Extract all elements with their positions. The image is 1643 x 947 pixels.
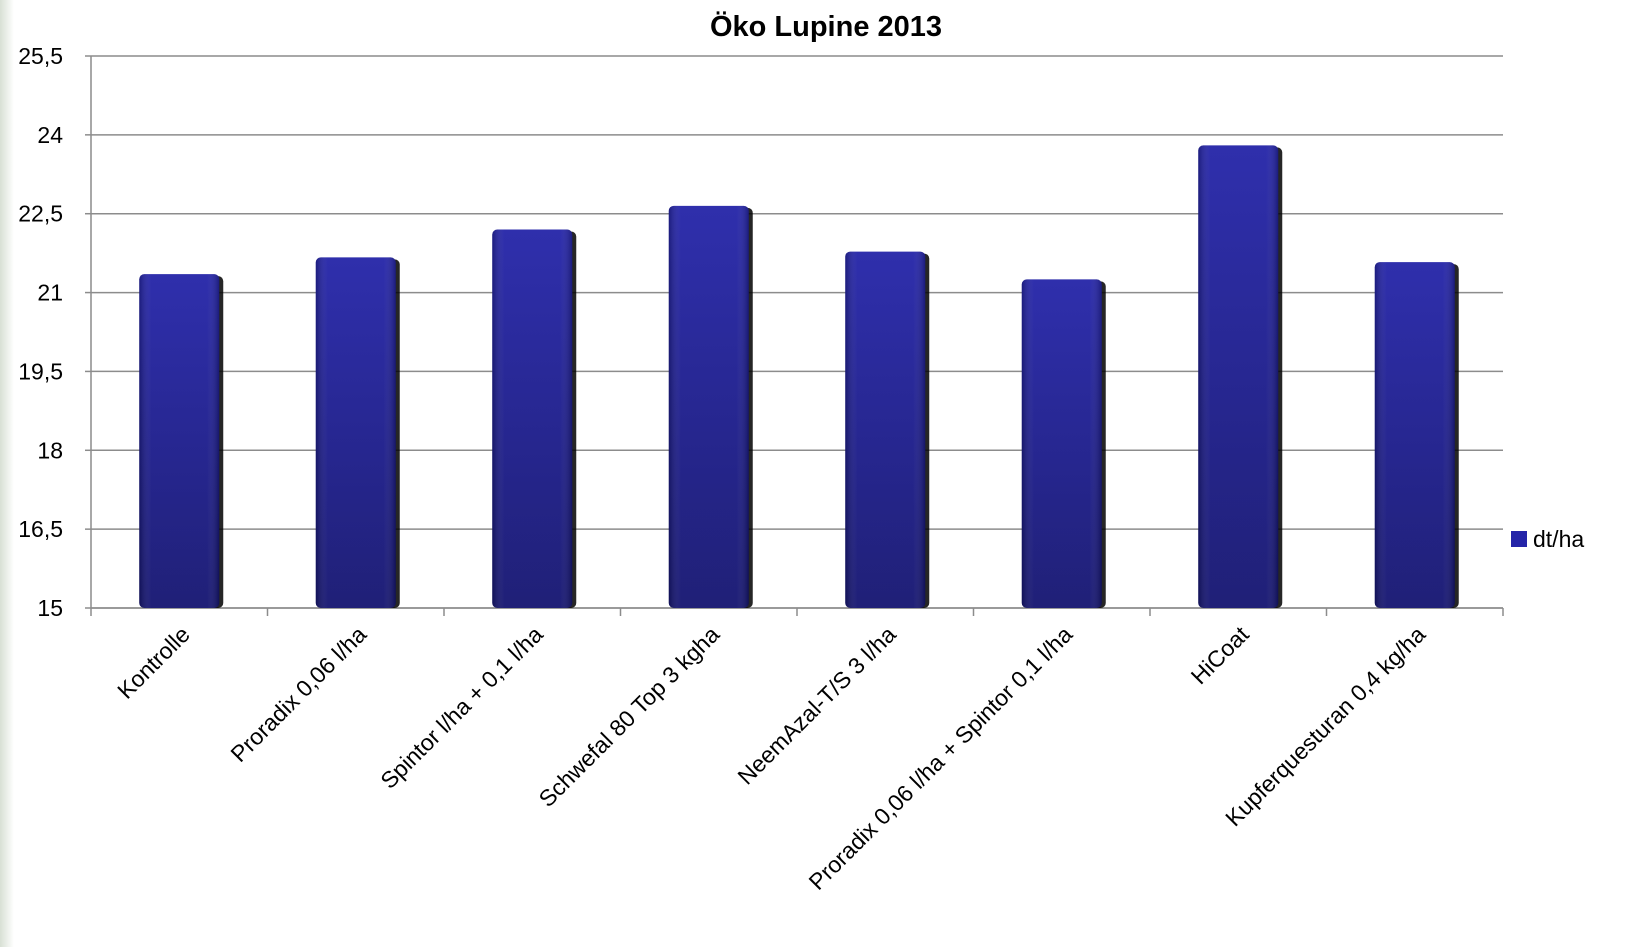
legend: dt/ha (1511, 526, 1584, 552)
bar-sheen (315, 257, 396, 608)
bar-sheen (1021, 279, 1102, 608)
bars (139, 145, 1459, 609)
x-category-label: Kupferquesturan 0,4 kg/ha (1220, 621, 1430, 831)
x-category-label: Kontrolle (112, 621, 195, 704)
category-labels: Kontrolle Proradix 0,06 l/ha Spintor l/ha … (112, 621, 1430, 895)
y-tick-label: 25,5 (18, 43, 63, 69)
y-tick-label: 24 (37, 122, 63, 148)
y-tick-label: 16,5 (18, 516, 63, 542)
bar-sheen (1374, 262, 1455, 608)
x-category-label: Spintor l/ha + 0,1 l/ha (375, 621, 548, 794)
y-tick-label: 15 (37, 595, 63, 621)
bar-sheen (492, 229, 573, 608)
legend-swatch (1511, 531, 1527, 547)
x-category-label: NeemAzal-T/S 3 l/ha (732, 621, 901, 790)
x-category-label: Schwefal 80 Top 3 kgha (533, 621, 724, 812)
x-category-label: Proradix 0,06 l/ha (225, 621, 371, 767)
gridlines (91, 55, 1503, 609)
legend-label: dt/ha (1533, 526, 1584, 552)
chart-title: Öko Lupine 2013 (710, 10, 942, 43)
bar-sheen (139, 274, 220, 608)
y-tick-label: 18 (37, 437, 63, 463)
left-edge-decoration (0, 0, 14, 947)
y-tick-label: 22,5 (18, 201, 63, 227)
y-tick-label: 21 (37, 280, 63, 306)
bar-sheen (1198, 145, 1279, 608)
bar-sheen (668, 205, 749, 609)
axes: 15 16,5 18 19,5 21 22,5 24 25,5 (18, 43, 1504, 621)
bar-sheen (845, 251, 926, 608)
x-category-label: HiCoat (1186, 621, 1255, 690)
y-tick-label: 19,5 (18, 358, 63, 384)
